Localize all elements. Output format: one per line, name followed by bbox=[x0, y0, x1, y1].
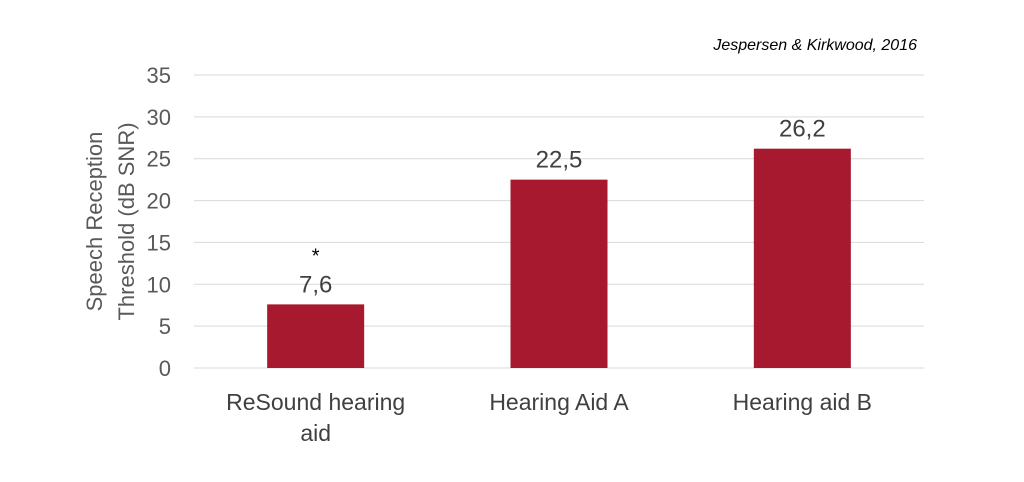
data-label: 22,5 bbox=[536, 147, 583, 174]
category-label: Hearing Aid A bbox=[489, 389, 629, 415]
y-tick-label: 5 bbox=[159, 314, 171, 339]
data-label: 26,2 bbox=[779, 116, 826, 143]
y-axis-label: Speech Reception Threshold (dB SNR) bbox=[82, 122, 139, 320]
y-axis-ticks: 0 5 10 15 20 25 30 35 bbox=[147, 63, 171, 381]
x-axis-categories: ReSound hearing aid Hearing Aid A Hearing a… bbox=[226, 389, 872, 446]
y-axis-label-line: Speech Reception bbox=[82, 132, 107, 312]
y-tick-label: 15 bbox=[147, 230, 171, 255]
y-axis-label-line: Threshold (dB SNR) bbox=[114, 122, 139, 320]
category-label: Hearing aid B bbox=[733, 389, 872, 415]
bar bbox=[753, 148, 851, 368]
category-label: aid bbox=[300, 420, 331, 446]
significance-marker: * bbox=[312, 245, 320, 267]
y-tick-label: 30 bbox=[147, 105, 171, 130]
category-label: ReSound hearing bbox=[226, 389, 405, 415]
bars bbox=[267, 148, 851, 368]
data-label: 7,6 bbox=[299, 271, 332, 298]
bar bbox=[267, 304, 365, 368]
y-tick-label: 10 bbox=[147, 272, 171, 297]
data-labels: 7,6 * 22,5 26,2 bbox=[299, 116, 826, 299]
y-tick-label: 35 bbox=[147, 63, 171, 88]
source-note: Jespersen & Kirkwood, 2016 bbox=[712, 37, 917, 54]
bar bbox=[510, 179, 608, 368]
y-tick-label: 0 bbox=[159, 356, 171, 381]
y-tick-label: 20 bbox=[147, 189, 171, 214]
y-tick-label: 25 bbox=[147, 147, 171, 172]
